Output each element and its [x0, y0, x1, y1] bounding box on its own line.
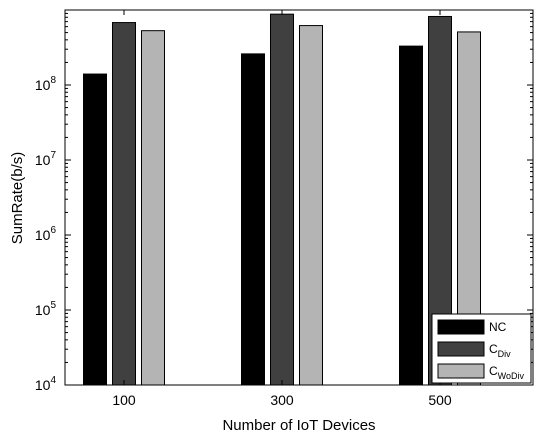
- bar-cdiv-100: [112, 22, 136, 386]
- legend: NC CDiv CWoDiv: [431, 313, 532, 384]
- bar-nc-500: [399, 45, 423, 386]
- x-axis-label: Number of IoT Devices: [222, 417, 375, 434]
- legend-label-nc: NC: [489, 320, 507, 334]
- legend-label-cwodiv: CWoDiv: [489, 364, 525, 381]
- bar-nc-300: [241, 53, 265, 386]
- bar-cwodiv-100: [141, 30, 165, 386]
- y-tick-label: 106: [35, 225, 57, 243]
- y-axis-label: SumRate(b/s): [9, 152, 26, 245]
- bar-nc-100: [83, 73, 107, 386]
- legend-swatch-nc: [437, 319, 485, 335]
- legend-label-cdiv: CDiv: [489, 342, 511, 359]
- y-tick-label: 108: [35, 75, 57, 93]
- bar-cdiv-300: [270, 13, 294, 386]
- y-tick-label: 104: [35, 375, 57, 393]
- y-tick-label: 107: [35, 150, 57, 168]
- x-axis-ticks: 100 300 500: [112, 10, 452, 408]
- legend-swatch-cwodiv: [437, 363, 485, 379]
- bars-group: [83, 13, 481, 386]
- x-tick-label: 100: [112, 392, 136, 408]
- legend-swatch-cdiv: [437, 341, 485, 357]
- plot-area-frame: [64, 9, 534, 386]
- x-tick-label: 300: [270, 392, 294, 408]
- y-tick-label: 105: [35, 300, 57, 318]
- x-tick-label: 500: [428, 392, 452, 408]
- bar-cwodiv-300: [299, 25, 323, 386]
- y-axis-ticks: 104 105 106 107 108: [35, 12, 533, 393]
